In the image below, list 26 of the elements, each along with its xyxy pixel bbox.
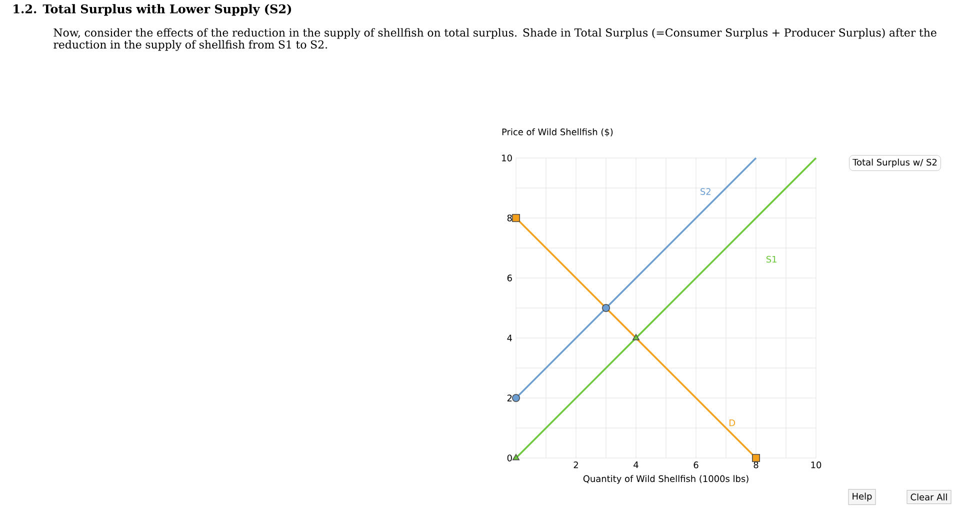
y-tick-label: 2 <box>507 394 512 402</box>
y-tick-label: 6 <box>507 274 512 282</box>
text: Total Surplus w/ S2 <box>852 158 937 168</box>
chart-subtitle: Now, consider the effects of the reduction in the supply of shellfish on total surplus. Shade in Total Surplus (=Consumer Surplus + Producer Surplus) after the reduction in the supply of shellfish from S1 to S2. <box>54 28 936 51</box>
series-label: D <box>730 420 736 426</box>
point <box>512 214 520 222</box>
x-tick-label: 4 <box>634 462 638 468</box>
point <box>752 454 760 462</box>
y-tick-label: 8 <box>507 214 512 222</box>
text: S1 <box>766 256 776 263</box>
y-tick-label: 10 <box>502 154 512 162</box>
y-axis-title: Price of Wild Shellfish ($) <box>502 128 613 136</box>
point <box>602 304 610 312</box>
point <box>512 454 520 460</box>
y-tick-label: 0 <box>507 454 512 462</box>
x-axis-title: Quantity of Wild Shellfish (1000s lbs) <box>583 475 748 484</box>
point <box>632 334 640 340</box>
text: 1.2. Total Surplus with Lower Supply (S2) <box>14 4 292 16</box>
series-label: S2 <box>700 188 710 195</box>
x-tick-label: 10 <box>811 462 822 468</box>
x-tick-label: 6 <box>694 462 698 468</box>
point <box>512 394 520 402</box>
y-tick-label: 4 <box>507 334 512 342</box>
text: Help <box>852 492 872 502</box>
x-tick-label: 2 <box>574 462 578 468</box>
text: Clear All <box>910 494 947 500</box>
